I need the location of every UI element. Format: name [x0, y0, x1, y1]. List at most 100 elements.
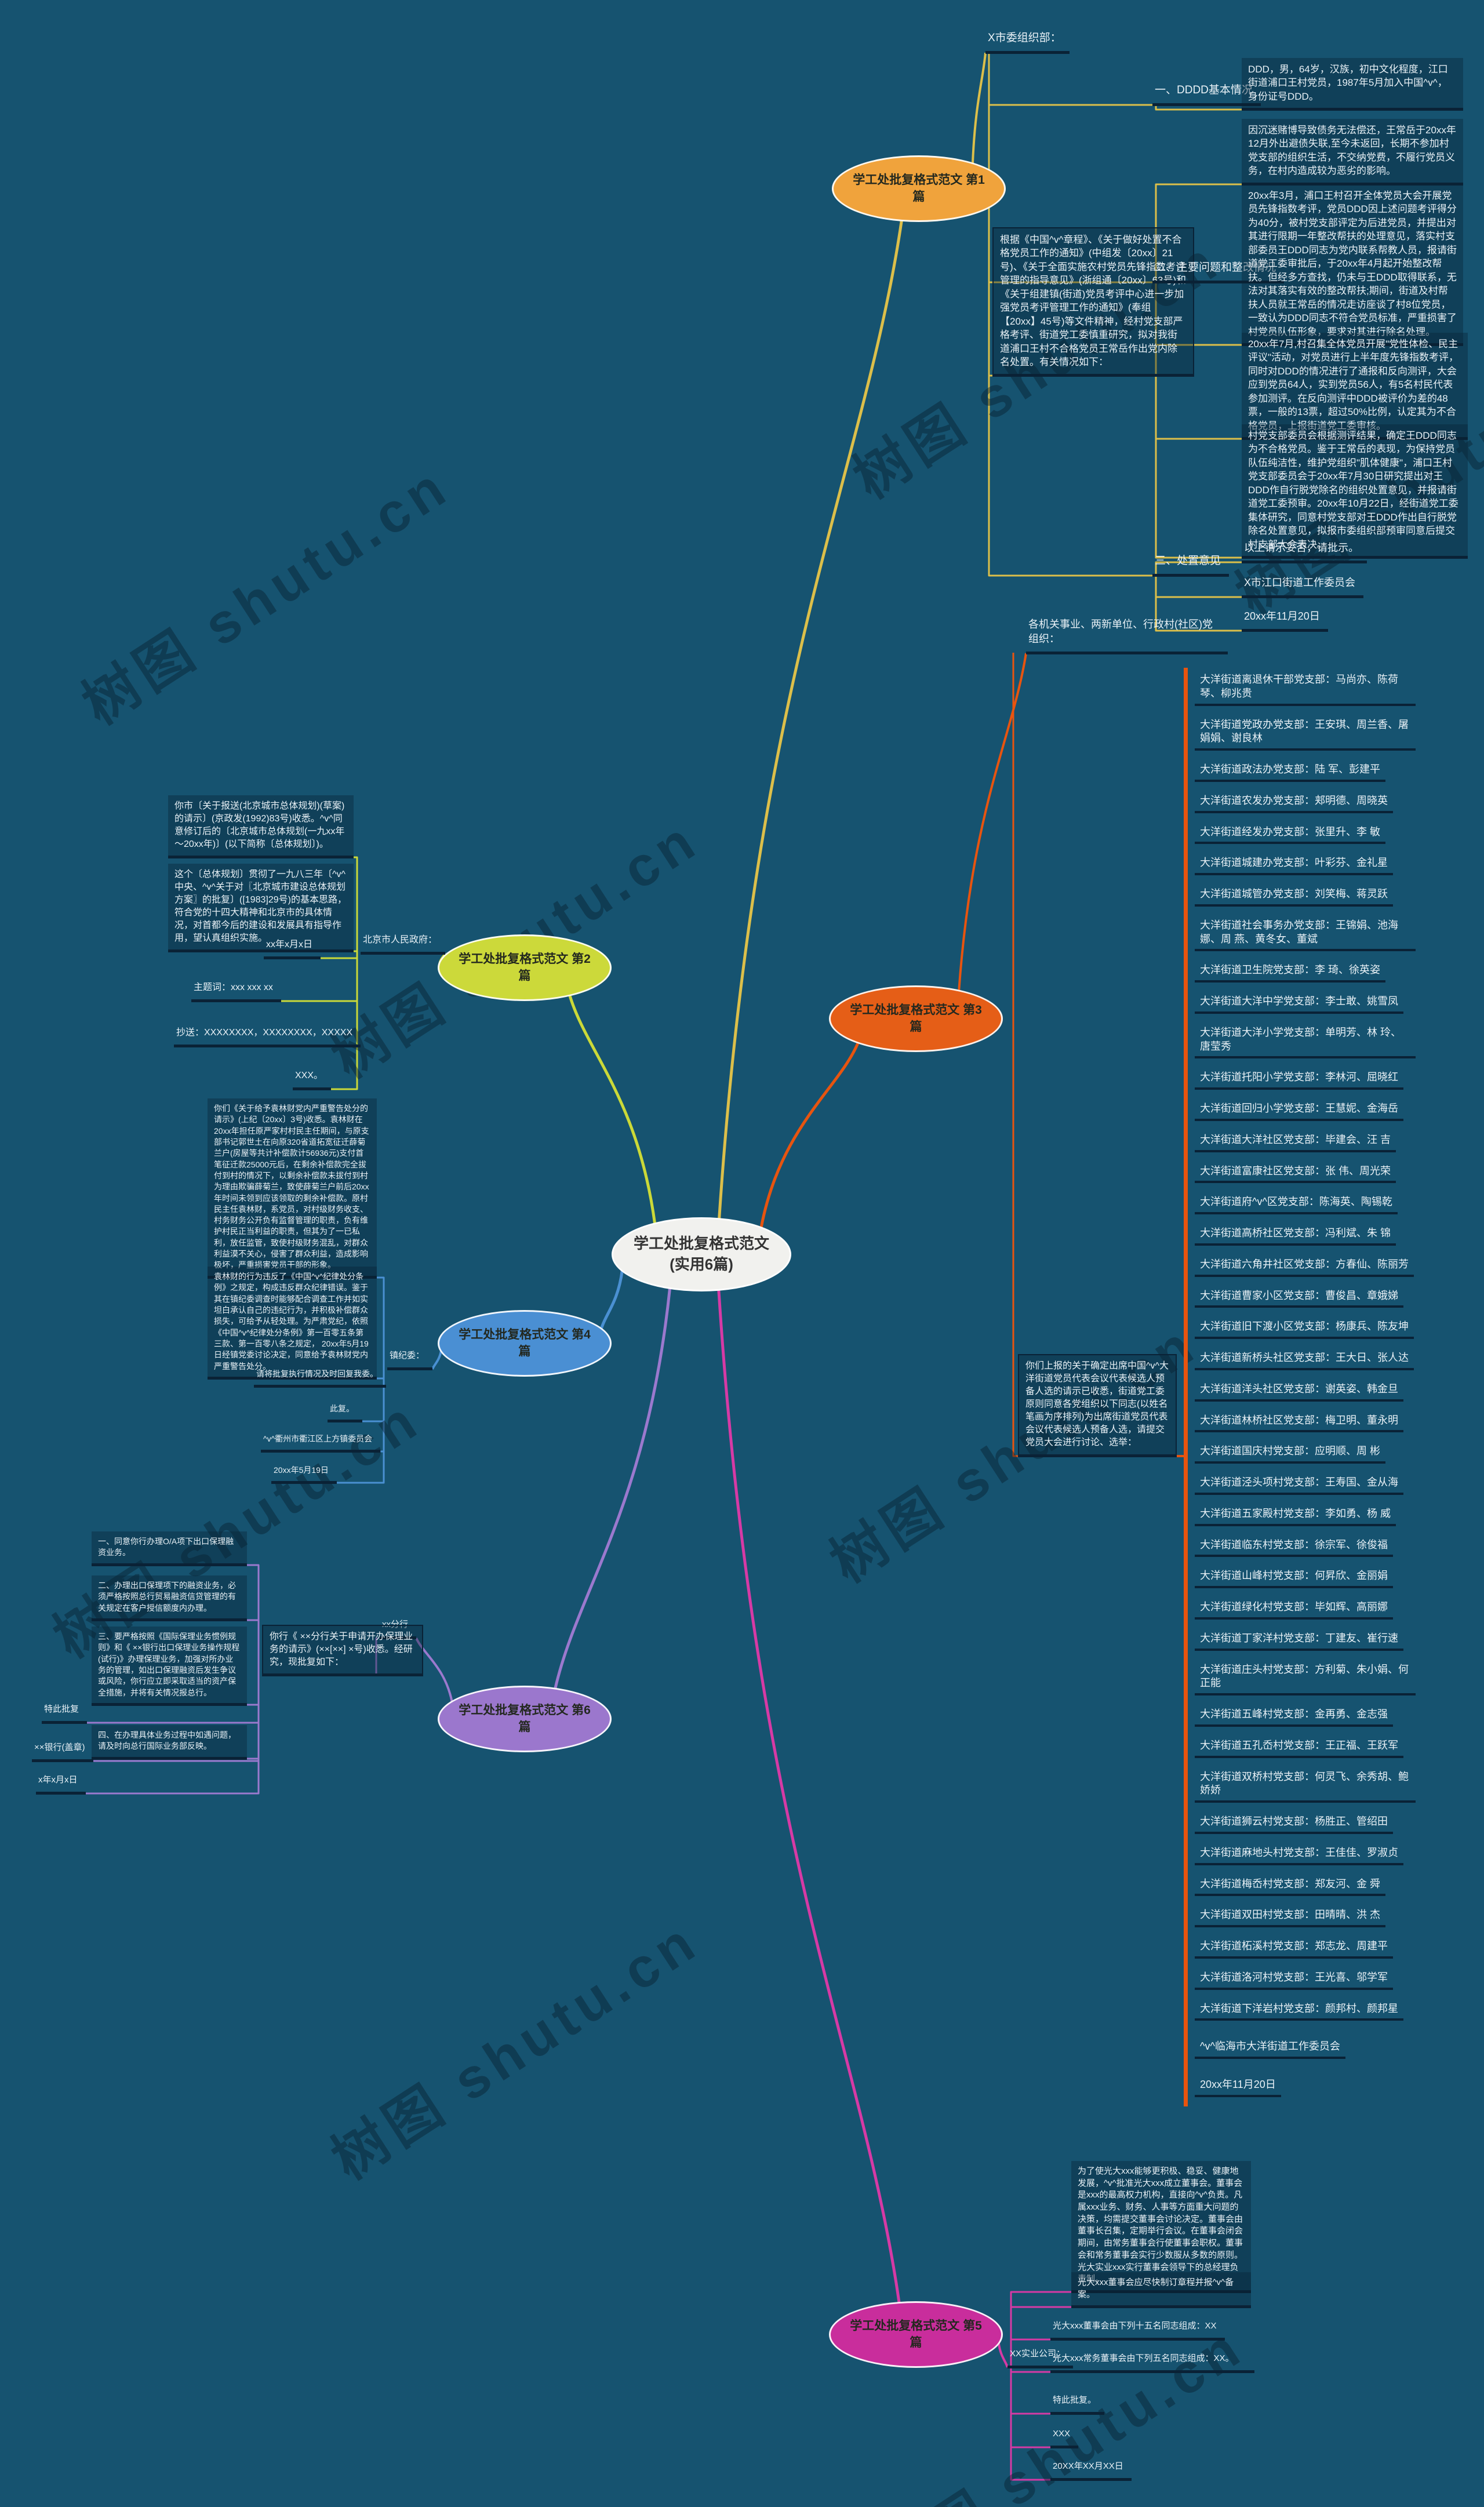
- mindmap-label-node[interactable]: 北京市人民政府：: [361, 932, 446, 955]
- mindmap-paragraph-node[interactable]: 因沉迷赌博导致债务无法偿还，王常岳于20xx年12月外出避债失联,至今未返回，长…: [1242, 119, 1463, 185]
- party-branch-row[interactable]: 大洋街道庄头村党支部：方利菊、朱小娟、何正能: [1195, 1660, 1416, 1695]
- mindmap-label-node[interactable]: 镇纪委：: [387, 1348, 433, 1370]
- mindmap-label-node[interactable]: 主题词：xxx xxx xx: [191, 980, 281, 1003]
- mindmap-paragraph-node[interactable]: 你行《 ××分行关于申请开办保理业务的请示》(××[××] ×号)收悉。经研究，…: [262, 1625, 423, 1677]
- mindmap-label-node[interactable]: 一、DDDD基本情况: [1152, 81, 1261, 107]
- mindmap-label-node[interactable]: 以上请示妥否，请批示。: [1242, 539, 1367, 563]
- mindmap-label-node[interactable]: 二、主要问题和整改情况: [1152, 259, 1285, 284]
- party-branch-row[interactable]: 大洋街道社会事务办党支部：王锦娟、池海娜、周 燕、黄冬女、董斌: [1195, 916, 1416, 952]
- connector-edge: [377, 1276, 385, 1369]
- party-branch-row[interactable]: 大洋街道下洋岩村党支部：颜邦村、颜邦星: [1195, 1999, 1403, 2021]
- mindmap-label-node[interactable]: xx年x月x日: [264, 937, 321, 960]
- mindmap-paragraph-node[interactable]: 光大xxx董事会应尽快制订章程并报^v^备案。: [1071, 2272, 1251, 2309]
- mindmap-paragraph-node[interactable]: 你们《关于给予袁林财党内严重警告处分的请示》(上纪〔20xx〕3号)收悉。袁林财…: [208, 1098, 377, 1279]
- branch-topic-b6[interactable]: 学工处批复格式范文 第6篇: [438, 1686, 612, 1752]
- mindmap-label-node[interactable]: XXX: [1050, 2426, 1079, 2448]
- mindmap-label-node[interactable]: xx分行: [380, 1617, 417, 1639]
- mindmap-label-node[interactable]: X市江口街道工作委员会: [1242, 574, 1364, 598]
- party-branch-row[interactable]: 大洋街道党政办党支部：王安琪、周兰香、屠娟娟、谢良林: [1195, 715, 1416, 751]
- party-branch-row[interactable]: 大洋街道大洋社区党支部：毕建会、汪 吉: [1195, 1130, 1396, 1152]
- connector-edge: [971, 52, 987, 164]
- mindmap-label-node[interactable]: 请将批复执行情况及时回复我委。: [254, 1367, 386, 1388]
- party-branch-row[interactable]: 大洋街道卫生院党支部：李 琦、徐英姿: [1195, 960, 1385, 983]
- party-branch-row[interactable]: 大洋街道丁家洋村党支部：丁建友、崔行速: [1195, 1629, 1403, 1651]
- mindmap-label-node[interactable]: 光大xxx董事会由下列十五名同志组成：XX: [1050, 2319, 1225, 2341]
- party-branch-row[interactable]: 大洋街道回归小学党支部：王慧妮、金海岳: [1195, 1099, 1403, 1121]
- mindmap-label-node[interactable]: 特此批复。: [1050, 2393, 1105, 2415]
- party-branch-row[interactable]: 大洋街道城建办党支部：叶彩芬、金礼星: [1195, 853, 1393, 875]
- mindmap-label-node[interactable]: 抄送：XXXXXXXX，XXXXXXXX，XXXXX: [174, 1025, 361, 1048]
- party-branch-row[interactable]: 大洋街道政法办党支部：陆 军、彭建平: [1195, 760, 1385, 782]
- mindmap-paragraph-node[interactable]: 你市〔关于报送(北京城市总体规划)(草案)的请示〕(京政发(1992)83号)收…: [168, 795, 354, 859]
- party-branch-row[interactable]: 大洋街道狮云村党支部：杨胜正、管绍田: [1195, 1812, 1393, 1834]
- mindmap-paragraph-node[interactable]: DDD，男，64岁，汉族，初中文化程度，江口街道浦口王村党员，1987年5月加入…: [1242, 58, 1463, 111]
- connector-edge: [354, 950, 358, 953]
- mindmap-label-node[interactable]: XX实业公司：: [1007, 2346, 1074, 2368]
- party-branch-row[interactable]: 大洋街道城管办党支部：刘笑梅、蒋灵跃: [1195, 885, 1393, 907]
- mindmap-label-node[interactable]: 三、处置意见: [1152, 552, 1230, 577]
- mindmap-label-node[interactable]: X市委组织部：: [985, 29, 1070, 54]
- party-branch-row[interactable]: 大洋街道林桥社区党支部：梅卫明、董永明: [1195, 1411, 1403, 1433]
- party-branch-row[interactable]: 大洋街道五峰村党支部：金再勇、金志强: [1195, 1705, 1393, 1727]
- party-branch-row[interactable]: 大洋街道五家殿村党支部：李如勇、杨 威: [1195, 1504, 1396, 1526]
- mindmap-label-node[interactable]: ^v^衢州市衢江区上方镇委员会: [261, 1432, 381, 1453]
- mindmap-label-node[interactable]: 20xx年5月19日: [271, 1463, 337, 1484]
- party-branch-row[interactable]: 大洋街道六角井社区党支部：方春仙、陈丽芳: [1195, 1255, 1414, 1277]
- party-branch-row[interactable]: 大洋街道旧下渡小区党支部：杨康兵、陈友坤: [1195, 1317, 1414, 1339]
- mindmap-paragraph-node[interactable]: 二、办理出口保理项下的融资业务，必须严格按照总行贸易融资信贷管理的有关规定在客户…: [92, 1575, 247, 1621]
- branch-topic-b2[interactable]: 学工处批复格式范文 第2篇: [438, 934, 612, 1001]
- branch-topic-b1[interactable]: 学工处批复格式范文 第1篇: [832, 155, 1006, 222]
- party-branch-row[interactable]: 大洋街道泾头项村党支部：王寿国、金从海: [1195, 1473, 1403, 1495]
- mindmap-label-node[interactable]: 特此批复: [42, 1702, 88, 1724]
- mindmap-label-node[interactable]: 20XX年XX月XX日: [1050, 2459, 1132, 2481]
- mindmap-label-node[interactable]: 此复。: [328, 1402, 362, 1423]
- party-branch-row[interactable]: 大洋街道富康社区党支部：张 伟、周光荣: [1195, 1162, 1396, 1184]
- party-branch-row[interactable]: 大洋街道曹家小区党支部：曹俊昌、章娥娣: [1195, 1286, 1403, 1308]
- party-branch-row[interactable]: 大洋街道五孔岙村党支部：王正福、王跃军: [1195, 1736, 1403, 1758]
- mindmap-label-node[interactable]: 各机关事业、两新单位、行政村(社区)党组织：: [1026, 616, 1228, 654]
- party-branch-row[interactable]: 大洋街道麻地头村党支部：王佳佳、罗淑贞: [1195, 1843, 1403, 1865]
- party-branch-row[interactable]: 大洋街道农发办党支部：郏明德、周晓英: [1195, 791, 1393, 813]
- mindmap-paragraph-node[interactable]: 三、要严格按照《国际保理业务惯例规则》和《 ××银行出口保理业务操作规程(试行)…: [92, 1627, 247, 1706]
- party-branch-row[interactable]: 大洋街道离退休干部党支部：马尚亦、陈荷琴、柳兆贵: [1195, 670, 1416, 706]
- party-branch-row[interactable]: 大洋街道大洋中学党支部：李士敢、姚雪凤: [1195, 992, 1403, 1014]
- party-branch-row[interactable]: 大洋街道双桥村党支部：何灵飞、余秀胡、鲍娇娇: [1195, 1767, 1416, 1803]
- party-branch-row[interactable]: 大洋街道洛河村党支部：王光喜、邬学军: [1195, 1968, 1393, 1990]
- mindmap-paragraph-node[interactable]: 袁林财的行为违反了《中国^v^纪律处分条例》之规定，构成违反群众纪律错误。鉴于其…: [208, 1267, 377, 1380]
- branch-topic-b5[interactable]: 学工处批复格式范文 第5篇: [829, 2301, 1003, 2368]
- mindmap-paragraph-node[interactable]: 这个〔总体规划〕贯彻了一九八三年〔^v^中央、^v^关于对〖北京城市建设总体规划…: [168, 864, 354, 953]
- mindmap-label-node[interactable]: 光大xxx常务董事会由下列五名同志组成：XX。: [1050, 2351, 1254, 2373]
- party-branch-row[interactable]: 大洋街道山峰村党支部：何昇欣、金丽娟: [1195, 1566, 1393, 1588]
- mindmap-paragraph-node[interactable]: 20xx年3月，浦口王村召开全体党员大会开展党员先锋指数考评，党员DDD因上述问…: [1242, 184, 1463, 346]
- party-branch-row[interactable]: 大洋街道国庆村党支部：应明顺、周 彬: [1195, 1442, 1385, 1464]
- party-branch-row[interactable]: 大洋街道新桥头社区党支部：王大日、张人达: [1195, 1348, 1414, 1370]
- party-branch-row[interactable]: 大洋街道府^v^区党支部：陈海英、陶锡乾: [1195, 1192, 1398, 1214]
- party-branch-row[interactable]: 大洋街道柘溪村党支部：郑志龙、周建平: [1195, 1937, 1393, 1959]
- party-branch-row[interactable]: 大洋街道临东村党支部：徐宗军、徐俊福: [1195, 1536, 1393, 1558]
- central-topic[interactable]: 学工处批复格式范文(实用6篇): [612, 1217, 791, 1291]
- party-branch-row[interactable]: 大洋街道大洋小学党支部：单明芳、林 玲、唐莹秀: [1195, 1023, 1416, 1059]
- party-branch-row[interactable]: 大洋街道经发办党支部：张里升、李 敏: [1195, 823, 1385, 845]
- party-branch-row[interactable]: 20xx年11月20日: [1195, 2075, 1281, 2097]
- party-branch-row[interactable]: 大洋街道托阳小学党支部：李林河、屈晓红: [1195, 1068, 1403, 1090]
- branch-topic-b4[interactable]: 学工处批复格式范文 第4篇: [438, 1310, 612, 1377]
- mindmap-label-node[interactable]: x年x月x日: [36, 1773, 86, 1795]
- watermark-text: 树图 shutu.cn: [72, 454, 460, 737]
- mindmap-label-node[interactable]: XXX。: [293, 1068, 332, 1091]
- party-branch-row[interactable]: ^v^临海市大洋街道工作委员会: [1195, 2037, 1345, 2059]
- mindmap-label-node[interactable]: ××银行(盖章): [32, 1740, 93, 1762]
- mindmap-paragraph-node[interactable]: 你们上报的关于确定出席中国^v^大洋街道党员代表会议代表候选人预备人选的请示已收…: [1018, 1354, 1177, 1457]
- mindmap-paragraph-node[interactable]: 根据《中国^v^章程》、《关于做好处置不合格党员工作的通知》(中组发〔20xx〕…: [992, 227, 1194, 377]
- mindmap-label-node[interactable]: 20xx年11月20日: [1242, 607, 1328, 632]
- mindmap-paragraph-node[interactable]: 村党支部委员会根据测评结果，确定王DDD同志为不合格党员。鉴于王常岳的表现，为保…: [1242, 424, 1468, 559]
- party-branch-row[interactable]: 大洋街道绿化村党支部：毕如辉、高丽娜: [1195, 1598, 1393, 1620]
- mindmap-paragraph-node[interactable]: 为了使光大xxx能够更积极、稳妥、健康地发展，^v^批准光大xxx成立董事会。董…: [1071, 2161, 1251, 2293]
- party-branch-row[interactable]: 大洋街道梅岙村党支部：郑友河、金 舜: [1195, 1875, 1385, 1897]
- party-branch-row[interactable]: 大洋街道双田村党支部：田晴晴、洪 杰: [1195, 1905, 1385, 1927]
- branch-topic-b3[interactable]: 学工处批复格式范文 第3篇: [829, 985, 1003, 1052]
- mindmap-paragraph-node[interactable]: 20xx年7月,村召集全体党员开展"党性体检、民主评议"活动，对党员进行上半年度…: [1242, 333, 1468, 441]
- party-branch-row[interactable]: 大洋街道洋头社区党支部：谢英姿、韩金旦: [1195, 1380, 1403, 1402]
- mindmap-paragraph-node[interactable]: 四、在办理具体业务过程中如遇问题，请及时向总行国际业务部反映。: [92, 1725, 247, 1760]
- party-branch-row[interactable]: 大洋街道高桥社区党支部：冯利斌、朱 锦: [1195, 1224, 1396, 1246]
- mindmap-paragraph-node[interactable]: 一、同意你行办理O/A项下出口保理融资业务。: [92, 1531, 247, 1566]
